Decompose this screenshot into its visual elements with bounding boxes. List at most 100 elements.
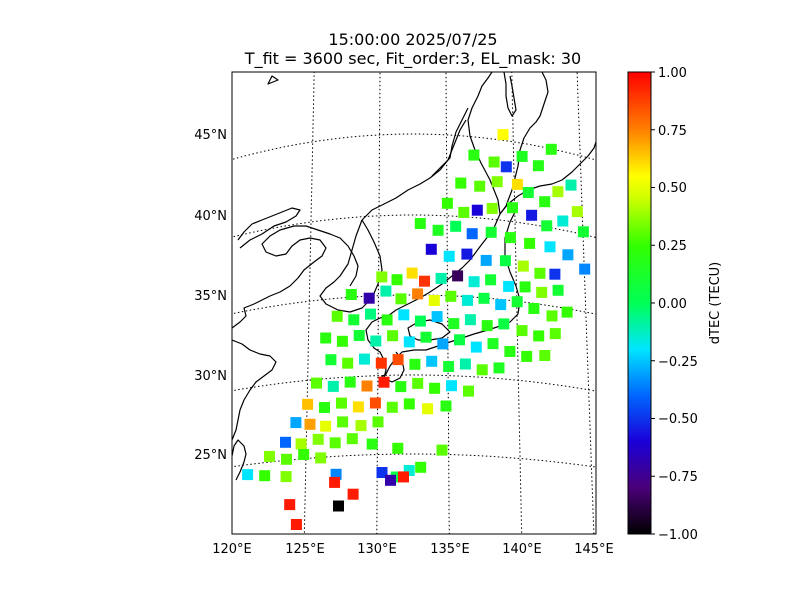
dtec-cell xyxy=(406,267,418,279)
dtec-cell xyxy=(522,187,534,198)
dtec-cell xyxy=(491,176,503,188)
dtec-cell xyxy=(262,536,273,547)
dtec-cell xyxy=(333,500,344,512)
dtec-cell xyxy=(561,306,573,318)
dtec-cell xyxy=(414,218,426,229)
dtec-cell xyxy=(499,255,511,267)
dtec-cell xyxy=(315,452,327,464)
dtec-cell xyxy=(431,311,443,323)
dtec-cell xyxy=(450,220,462,232)
dtec-cell xyxy=(280,436,291,448)
dtec-cell xyxy=(298,449,310,460)
dtec-cell xyxy=(412,377,424,389)
lon-tick-label: 125°E xyxy=(285,542,325,557)
dtec-cell xyxy=(264,450,275,462)
dtec-cell xyxy=(486,202,498,214)
lon-tick-labels: 120°E 125°E 130°E 135°E 140°E 145°E xyxy=(212,542,614,557)
dtec-cell xyxy=(503,280,515,292)
dtec-cell xyxy=(380,285,392,297)
dtec-cell xyxy=(395,293,407,305)
dtec-cell xyxy=(504,346,516,357)
lat-tick-label: 30°N xyxy=(194,369,227,384)
dtec-cell xyxy=(519,281,531,293)
dtec-cell xyxy=(443,250,455,262)
dtec-cell xyxy=(403,336,415,348)
dtec-cell xyxy=(476,364,488,376)
dtec-cell xyxy=(312,433,324,445)
lat-tick-label: 35°N xyxy=(194,289,227,304)
dtec-cell xyxy=(365,308,376,320)
dtec-cell xyxy=(381,314,393,326)
dtec-cell xyxy=(481,320,493,332)
lon-tick-label: 140°E xyxy=(502,542,542,557)
dtec-cell xyxy=(524,237,536,249)
coastline-korea xyxy=(319,219,383,313)
dtec-cell xyxy=(488,156,500,168)
dtec-cell xyxy=(500,161,512,173)
dtec-cell xyxy=(546,310,558,322)
dtec-cell xyxy=(376,271,388,283)
dtec-cell xyxy=(435,272,447,284)
dtec-cell xyxy=(428,295,440,306)
dtec-cell xyxy=(463,385,474,397)
coastline-liaodong xyxy=(237,207,301,249)
dtec-cell xyxy=(549,328,561,340)
dtec-cell xyxy=(454,334,465,346)
colorbar-tick-label: −0.50 xyxy=(658,412,698,427)
dtec-cell xyxy=(579,263,591,275)
coastline-korea-east xyxy=(361,119,467,221)
dtec-cell xyxy=(446,380,457,392)
dtec-cell xyxy=(425,243,437,255)
dtec-cell xyxy=(259,470,271,482)
dtec-cell xyxy=(280,471,292,483)
parallel-line xyxy=(232,374,596,392)
dtec-cell xyxy=(432,224,444,236)
dtec-cell xyxy=(359,353,370,365)
plot-title-params: T_fit = 3600 sec, Fit_order:3, EL_mask: … xyxy=(244,49,582,68)
dtec-cell xyxy=(497,129,509,141)
dtec-cell xyxy=(391,274,403,286)
dtec-cell xyxy=(414,315,426,327)
dtec-cell xyxy=(468,149,480,161)
dtec-observations xyxy=(242,129,591,547)
dtec-cell xyxy=(329,476,341,488)
dtec-cell xyxy=(539,350,551,361)
dtec-cell xyxy=(437,338,449,350)
dtec-cell xyxy=(336,335,348,347)
dtec-cell xyxy=(517,260,529,272)
dtec-cell xyxy=(290,519,302,530)
dtec-cell xyxy=(436,444,448,456)
dtec-cell xyxy=(562,249,574,261)
coastline-china-east xyxy=(232,225,359,329)
dtec-cell xyxy=(507,202,518,214)
dtec-cell xyxy=(392,354,404,366)
dtec-cell xyxy=(412,288,424,300)
colorbar-ticks xyxy=(651,71,655,535)
colorbar-tick-label: −1.00 xyxy=(658,528,698,543)
dtec-cell xyxy=(355,420,367,432)
colorbar-tick-label: 0.50 xyxy=(658,181,687,196)
dtec-cell xyxy=(366,438,378,450)
colorbar-tick-label: 0.25 xyxy=(658,239,687,254)
lon-tick-label: 120°E xyxy=(212,542,252,557)
lat-tick-labels: 25°N 30°N 35°N 40°N 45°N xyxy=(194,128,227,463)
map xyxy=(231,71,597,547)
dtec-cell xyxy=(392,442,404,454)
lon-tick-label: 135°E xyxy=(430,542,470,557)
dtec-cell xyxy=(295,438,307,450)
dtec-cell xyxy=(474,180,486,192)
dtec-cell xyxy=(441,197,453,209)
dtec-cell xyxy=(420,331,432,343)
dtec-cell xyxy=(426,355,438,367)
colorbar-tick-label: −0.25 xyxy=(658,355,698,370)
dtec-cell xyxy=(347,488,359,500)
dtec-cell xyxy=(361,380,373,392)
dtec-cell xyxy=(353,330,365,341)
dtec-cell xyxy=(533,330,545,342)
dtec-cell xyxy=(448,318,460,330)
coastline-china-south xyxy=(232,339,277,441)
dtec-cell xyxy=(545,143,557,155)
dtec-cell xyxy=(304,418,316,430)
dtec-cell xyxy=(320,332,332,344)
